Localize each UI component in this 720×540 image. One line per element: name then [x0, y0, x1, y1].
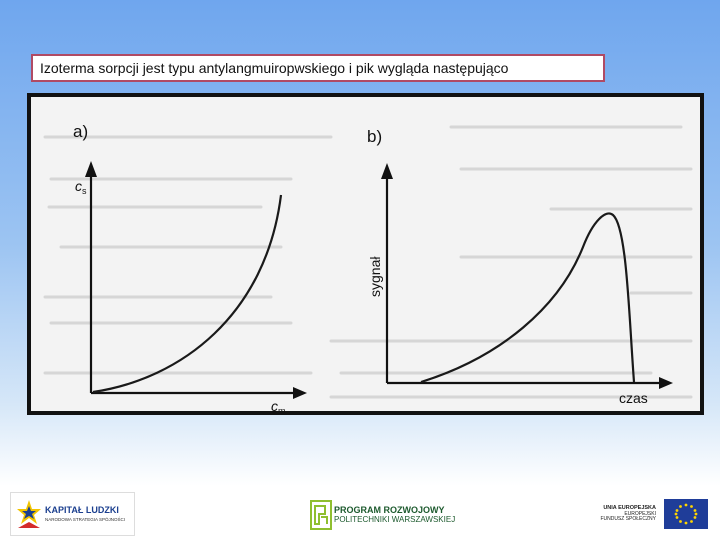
panel-a-x-arrow-icon [293, 387, 307, 399]
slide-title: Izoterma sorpcji jest typu antylangmuiro… [31, 54, 605, 82]
anti-langmuir-isotherm-curve [92, 194, 283, 394]
eu-flag-icon [664, 499, 708, 529]
panel-b: b) sygnał czas [367, 127, 673, 406]
program-line2: POLITECHNIKI WARSZAWSKIEJ [334, 514, 456, 524]
kapital-ludzki-logo: KAPITAŁ LUDZKI NARODOWA STRATEGIA SPÓJNO… [10, 492, 135, 536]
kapital-ludzki-subtitle: NARODOWA STRATEGIA SPÓJNOŚCI [45, 516, 126, 522]
program-rozwojowy-logo: PROGRAM ROZWOJOWY POLITECHNIKI WARSZAWSK… [308, 498, 458, 532]
panel-a-x-axis-label: cm [271, 398, 286, 411]
eu-line3: FUNDUSZ SPOŁECZNY [600, 515, 656, 522]
figure-svg: a) cs cm b) sygnał czas [43, 122, 693, 411]
panel-b-y-axis-label: sygnał [367, 256, 383, 297]
pw-logo-icon [310, 500, 332, 530]
panel-a-label: a) [73, 122, 88, 141]
chromatographic-peak-curve [420, 212, 636, 384]
panel-b-label: b) [367, 127, 382, 146]
panel-b-x-axis-label: czas [619, 390, 648, 406]
footer-logos: KAPITAŁ LUDZKI NARODOWA STRATEGIA SPÓJNO… [0, 488, 720, 540]
slide-title-text: Izoterma sorpcji jest typu antylangmuiro… [40, 60, 509, 76]
panel-b-y-arrow-icon [381, 163, 393, 179]
eu-line2: EUROPEJSKI [624, 510, 656, 517]
panel-a: a) cs cm [73, 122, 307, 411]
star-logo-icon [17, 500, 41, 528]
panel-b-x-arrow-icon [659, 377, 673, 389]
eu-line1: UNIA EUROPEJSKA [603, 504, 656, 511]
panel-a-y-axis-label: cs [75, 178, 87, 196]
eu-logo: UNIA EUROPEJSKA EUROPEJSKI FUNDUSZ SPOŁE… [596, 492, 714, 536]
panel-a-y-arrow-icon [85, 161, 97, 177]
kapital-ludzki-title: KAPITAŁ LUDZKI [45, 504, 119, 515]
program-line1: PROGRAM ROZWOJOWY [334, 504, 445, 515]
sorption-figure: a) cs cm b) sygnał czas [27, 93, 704, 415]
figure-canvas: a) cs cm b) sygnał czas [31, 97, 700, 411]
